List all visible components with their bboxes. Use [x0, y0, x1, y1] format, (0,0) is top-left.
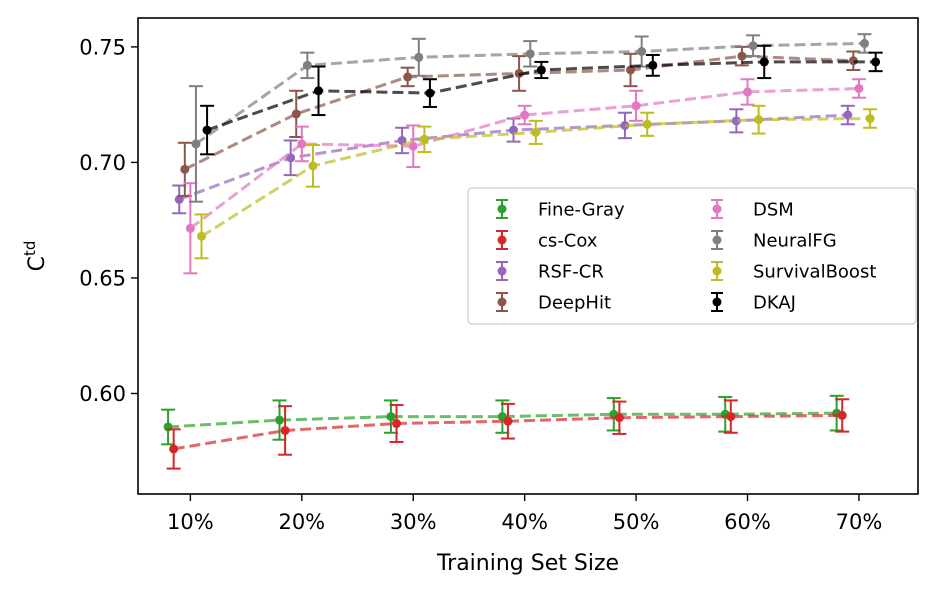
plot-frame [137, 17, 919, 495]
x-tick-label-4: 50% [613, 510, 660, 534]
y-tick-label-2: 0.70 [79, 151, 126, 175]
data-point-6-0 [197, 231, 207, 241]
series-neuralfg [188, 33, 872, 203]
data-point-7-4 [648, 60, 658, 70]
data-point-4-5 [743, 87, 753, 97]
legend-marker-3 [497, 297, 507, 307]
data-point-0-1 [275, 415, 285, 425]
legend-item-1: cs-Cox [496, 230, 598, 252]
data-point-4-6 [854, 83, 864, 93]
data-point-3-2 [403, 72, 413, 82]
legend-item-4: DSM [711, 199, 794, 221]
legend-label-7: DKAJ [753, 293, 796, 314]
data-point-2-5 [731, 116, 741, 126]
data-point-0-2 [386, 412, 396, 422]
data-point-5-6 [860, 38, 870, 48]
legend-item-7: DKAJ [711, 292, 796, 314]
legend-marker-0 [497, 204, 507, 214]
plot-layer [161, 33, 883, 470]
data-point-7-5 [759, 57, 769, 67]
data-point-7-3 [536, 65, 546, 75]
x-tick-label-2: 30% [390, 510, 437, 534]
y-tick-label-0: 0.60 [79, 382, 126, 406]
data-point-7-2 [425, 88, 435, 98]
data-point-1-0 [169, 444, 179, 454]
legend-item-6: SurvivalBoost [711, 261, 876, 283]
x-tick-label-6: 70% [836, 510, 883, 534]
series-dkaj [200, 44, 883, 156]
legend: Fine-Gray cs-Cox RSF-CR DeepHit DSM NeuralFG S… [467, 187, 917, 325]
x-tick-label-5: 60% [724, 510, 771, 534]
data-point-1-5 [726, 412, 736, 422]
series-cs-cox [166, 398, 850, 470]
x-tick-label-3: 40% [501, 510, 548, 534]
legend-box [467, 187, 917, 325]
data-point-7-1 [314, 86, 324, 96]
legend-marker-5 [712, 235, 722, 245]
data-point-4-4 [631, 101, 641, 111]
legend-label-2: RSF-CR [538, 262, 604, 283]
data-point-3-1 [291, 109, 301, 119]
legend-item-5: NeuralFG [711, 230, 837, 252]
legend-label-3: DeepHit [538, 293, 611, 314]
x-tick-label-0: 10% [167, 510, 214, 534]
data-point-1-4 [614, 413, 624, 423]
y-axis-label: Ctd [21, 241, 50, 272]
data-point-6-3 [531, 127, 541, 137]
axes-layer: 10% 20% 30% 40% 50% 60% 70% 0.60 0.65 0.70 0.75 [79, 35, 882, 534]
data-point-3-0 [180, 164, 190, 174]
series-dsm [183, 78, 866, 275]
data-point-5-2 [414, 52, 424, 62]
y-axis-label-sup: td [21, 241, 39, 256]
legend-label-5: NeuralFG [753, 231, 837, 252]
data-point-6-5 [754, 115, 764, 125]
data-point-6-2 [419, 134, 429, 144]
data-point-7-0 [202, 125, 212, 135]
data-point-6-4 [642, 119, 652, 129]
series-survivalboost [194, 104, 878, 260]
data-point-4-3 [520, 110, 530, 120]
data-point-4-1 [297, 139, 307, 149]
data-point-6-1 [308, 161, 318, 171]
legend-label-0: Fine-Gray [538, 200, 625, 221]
legend-marker-2 [497, 266, 507, 276]
data-point-3-5 [737, 51, 747, 61]
data-point-6-6 [865, 114, 875, 124]
series-rsf-cr [172, 104, 855, 215]
legend-marker-6 [712, 266, 722, 276]
data-point-5-0 [191, 139, 201, 149]
y-tick-label-1: 0.65 [79, 266, 126, 290]
data-point-1-3 [503, 416, 513, 426]
data-point-1-1 [280, 425, 290, 435]
data-point-5-3 [525, 49, 535, 59]
data-point-3-4 [626, 65, 636, 75]
data-point-5-5 [748, 41, 758, 51]
legend-marker-1 [497, 235, 507, 245]
data-point-2-4 [620, 120, 630, 130]
legend-item-2: RSF-CR [496, 261, 604, 283]
data-point-7-6 [871, 57, 881, 67]
y-tick-label-3: 0.75 [79, 35, 126, 59]
data-point-1-6 [837, 410, 847, 420]
data-point-4-0 [185, 223, 195, 233]
legend-label-6: SurvivalBoost [753, 262, 876, 283]
data-point-5-1 [302, 60, 312, 70]
y-axis-label-main: C [25, 256, 50, 271]
data-point-1-2 [392, 419, 402, 429]
legend-label-4: DSM [753, 200, 794, 221]
data-point-5-4 [637, 47, 647, 57]
legend-marker-7 [712, 297, 722, 307]
data-point-2-0 [174, 194, 184, 204]
legend-label-1: cs-Cox [538, 231, 598, 252]
legend-marker-4 [712, 204, 722, 214]
legend-item-0: Fine-Gray [496, 199, 625, 221]
x-tick-label-1: 20% [278, 510, 325, 534]
legend-item-3: DeepHit [496, 292, 611, 314]
x-axis-label: Training Set Size [436, 551, 619, 576]
